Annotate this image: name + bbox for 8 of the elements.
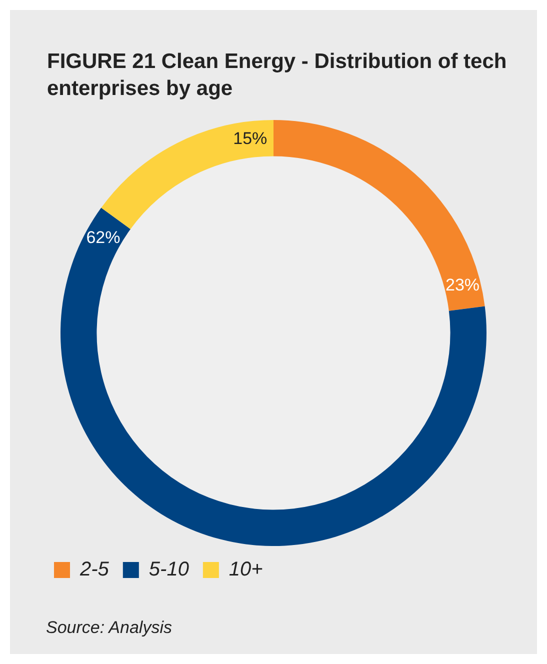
legend-label: 2-5 — [79, 558, 110, 581]
legend-label: 10+ — [228, 558, 263, 581]
source-note: Source: Analysis — [46, 618, 172, 638]
data-label: 62% — [86, 228, 120, 247]
chart-title: FIGURE 21 Clean Energy - Distribution of tech enterprises by age — [47, 49, 507, 102]
data-label: 23% — [446, 275, 480, 294]
data-label: 15% — [233, 129, 268, 148]
legend-label: 5-10 — [148, 558, 189, 581]
